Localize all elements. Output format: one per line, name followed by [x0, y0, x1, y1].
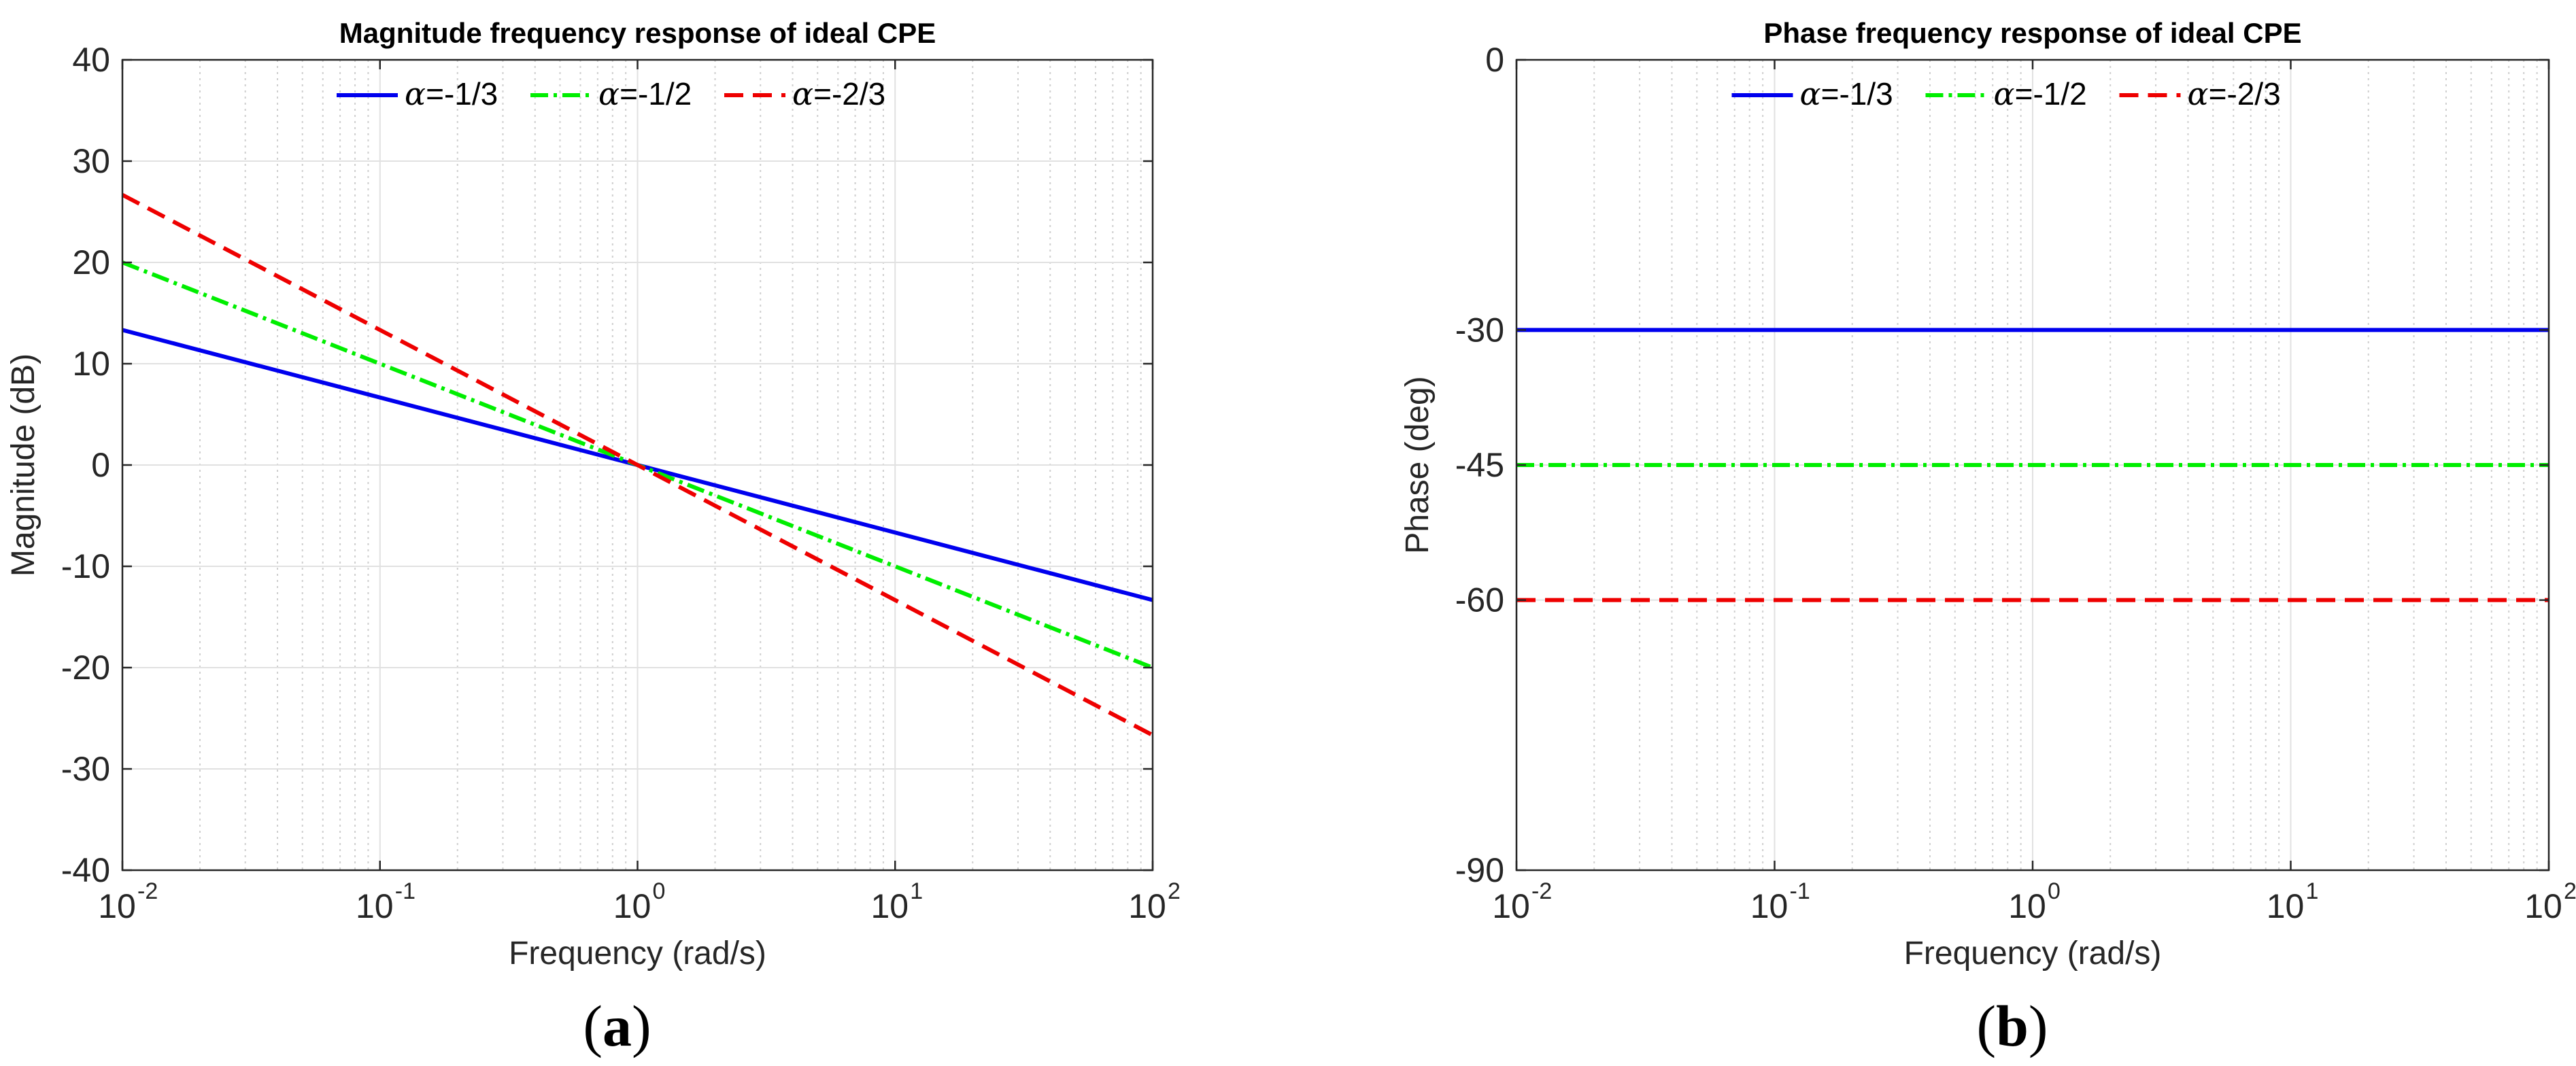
- legend-label-text: =-1/3: [426, 76, 498, 111]
- y-tick-label: -60: [1455, 581, 1504, 619]
- x-tick-exponent: 0: [653, 878, 666, 904]
- x-tick-label: 10: [1750, 887, 1789, 925]
- x-tick-label: 10: [356, 887, 394, 925]
- x-tick-label: 10: [98, 887, 136, 925]
- panel-label-open: (: [583, 993, 603, 1059]
- y-tick-label: 0: [1485, 41, 1504, 79]
- chart-panel-a: 10 -2 10 -1 10 0 10 1 10 2403020100-10-20-30-40Ma…: [5, 17, 1181, 1059]
- x-tick-exponent: -2: [1531, 878, 1552, 904]
- panel-label: (b): [1976, 993, 2048, 1059]
- y-tick-label: 0: [91, 446, 110, 484]
- y-tick-label: -20: [61, 649, 110, 687]
- x-tick-label: 10: [870, 887, 909, 925]
- y-tick-label: -10: [61, 547, 110, 585]
- y-tick-label: -30: [61, 750, 110, 788]
- series-line-3: [121, 192, 1154, 738]
- y-tick-label: -30: [1455, 311, 1504, 349]
- legend-label-2: α=-1/2: [1994, 75, 2087, 112]
- y-tick-label: 20: [72, 243, 110, 281]
- x-tick-exponent: -1: [1790, 878, 1810, 904]
- legend-label-text: =-1/3: [1821, 76, 1893, 111]
- legend-label-greek: α: [598, 75, 620, 112]
- x-tick-exponent: 0: [2048, 878, 2061, 904]
- legend: α=-1/3 α=-1/2 α=-2/3: [337, 75, 885, 112]
- x-axis-label: Frequency (rad/s): [509, 935, 766, 972]
- y-tick-label: -45: [1455, 446, 1504, 484]
- x-tick-exponent: 1: [910, 878, 923, 904]
- y-axis-label: Phase (deg): [1400, 376, 1436, 554]
- y-axis-label: Magnitude (dB): [5, 354, 41, 577]
- legend-label-greek: α: [405, 75, 426, 112]
- x-tick-exponent: -1: [395, 878, 416, 904]
- legend-label-1: α=-1/3: [1800, 75, 1893, 112]
- y-tick-label: 40: [72, 41, 110, 79]
- legend-label-text: =-1/2: [2015, 76, 2087, 111]
- x-tick-exponent: 1: [2306, 878, 2319, 904]
- x-tick-label: 10: [2008, 887, 2046, 925]
- x-axis-label: Frequency (rad/s): [1904, 935, 2162, 972]
- x-tick-label: 10: [2524, 887, 2562, 925]
- x-tick-exponent: -2: [137, 878, 158, 904]
- legend-label-3: α=-2/3: [2188, 75, 2281, 112]
- legend: α=-1/3 α=-1/2 α=-2/3: [1731, 75, 2281, 112]
- x-tick-exponent: 2: [2564, 878, 2576, 904]
- legend-label-greek: α: [792, 75, 813, 112]
- chart-title: Phase frequency response of ideal CPE: [1763, 17, 2301, 49]
- x-tick-label: 10: [1128, 887, 1166, 925]
- y-tick-label: -40: [61, 851, 110, 889]
- legend-label-1: α=-1/3: [405, 75, 498, 112]
- x-tick-label: 10: [1492, 887, 1530, 925]
- legend-label-greek: α: [2188, 75, 2209, 112]
- chart-title: Magnitude frequency response of ideal CP…: [339, 17, 936, 49]
- y-tick-label: 10: [72, 345, 110, 383]
- panel-label-letter: a: [603, 993, 632, 1059]
- legend-label-greek: α: [1994, 75, 2015, 112]
- x-tick-exponent: 2: [1168, 878, 1181, 904]
- legend-label-3: α=-2/3: [792, 75, 885, 112]
- panel-label-close: ): [632, 993, 651, 1059]
- x-tick-label: 10: [613, 887, 651, 925]
- legend-label-text: =-2/3: [813, 76, 885, 111]
- panel-label-letter: b: [1996, 993, 2029, 1059]
- legend-label-text: =-1/2: [620, 76, 692, 111]
- panel-label-open: (: [1976, 993, 1996, 1059]
- legend-label-greek: α: [1800, 75, 1821, 112]
- panel-label-close: ): [2029, 993, 2048, 1059]
- legend-label-2: α=-1/2: [598, 75, 692, 112]
- y-tick-label: -90: [1455, 851, 1504, 889]
- panel-label: (a): [583, 993, 651, 1059]
- x-tick-label: 10: [2267, 887, 2305, 925]
- y-tick-label: 30: [72, 142, 110, 180]
- legend-label-text: =-2/3: [2209, 76, 2281, 111]
